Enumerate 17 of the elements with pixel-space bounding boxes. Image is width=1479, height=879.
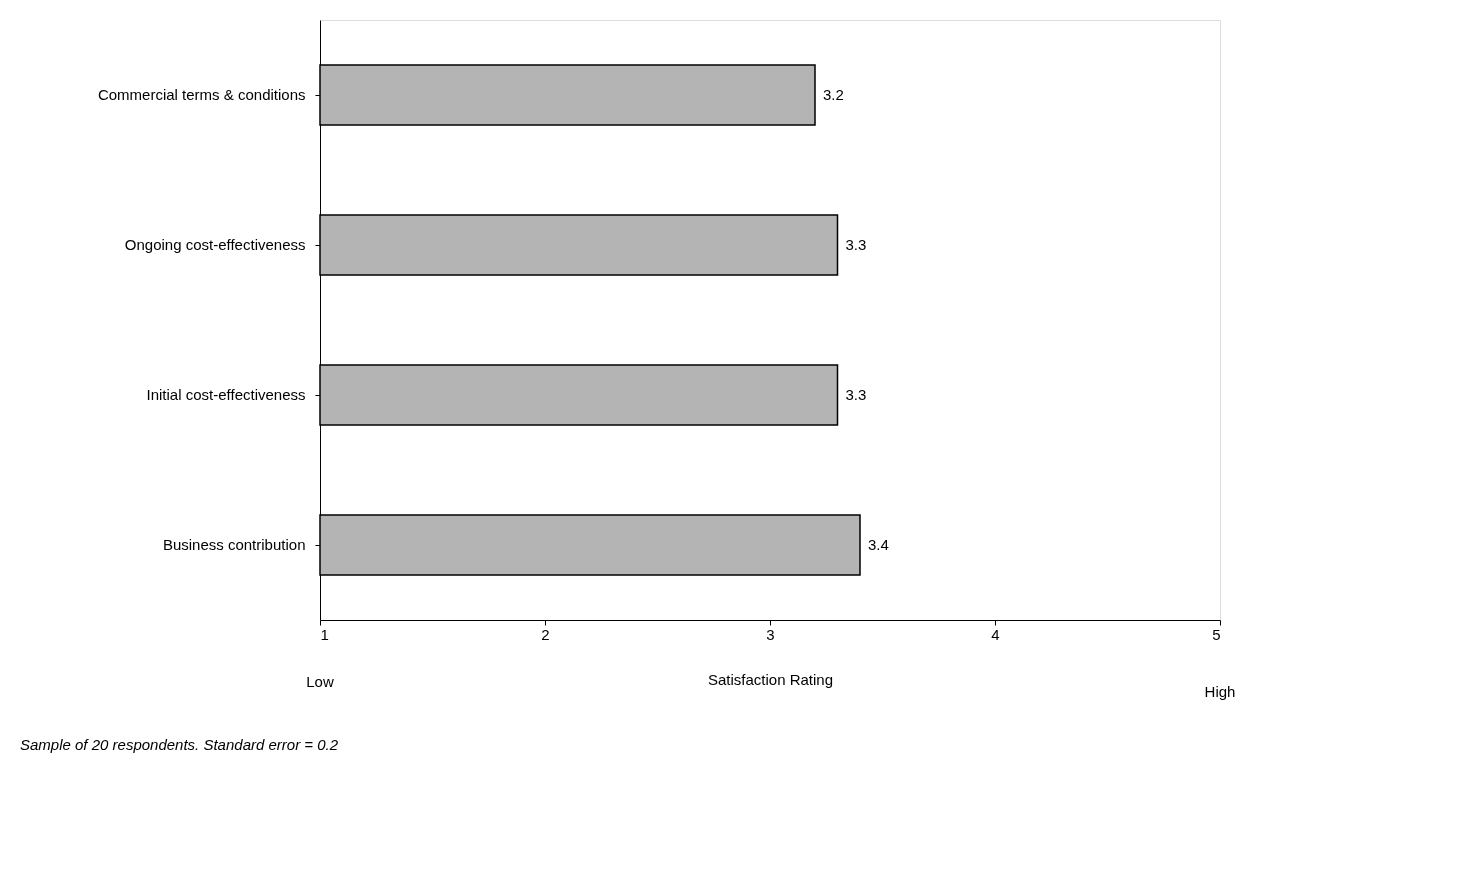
y-tick-label: Ongoing cost-effectiveness <box>124 236 306 253</box>
text: High <box>1204 683 1236 700</box>
x-tick-label: 4 <box>991 625 1000 643</box>
x-tick-label: 3 <box>766 625 775 643</box>
y-tick-label: Business contribution <box>162 536 306 553</box>
x-tick-label: 2 <box>541 625 550 643</box>
text: Sample of 20 respondents. Standard error = 0.2 <box>20 736 339 753</box>
x-tick-label: 1 <box>320 625 329 643</box>
x-axis-title: Satisfaction Rating <box>707 670 834 688</box>
y-tick-label: Commercial terms & conditions <box>97 86 306 103</box>
y-tick-label: Initial cost-effectiveness <box>146 386 306 403</box>
data-label: 3.3 <box>845 386 867 403</box>
x-tick-label: 5 <box>1212 625 1221 643</box>
data-label: 3.2 <box>823 86 844 103</box>
data-label: 3.4 <box>868 536 889 553</box>
data-label: 3.3 <box>845 236 867 253</box>
text: Low <box>306 673 334 690</box>
